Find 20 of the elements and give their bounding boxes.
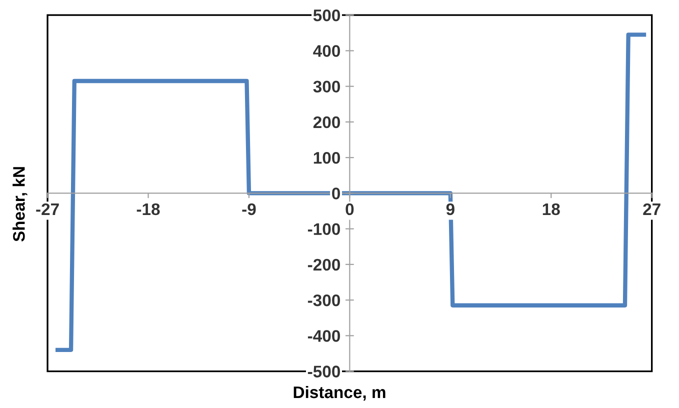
x-tick-label: 0	[346, 203, 354, 216]
y-tick-label: -500	[308, 366, 340, 378]
y-axis-title: Shear, kN	[12, 167, 28, 242]
y-tick-label: -400	[308, 330, 340, 342]
y-tick-label: 200	[313, 116, 340, 128]
y-tick-label: -100	[308, 223, 340, 236]
x-tick-label: 18	[542, 203, 560, 216]
x-tick-label: 27	[643, 203, 660, 215]
y-tick-label: 100	[314, 152, 340, 164]
y-tick-label: 500	[313, 9, 340, 22]
y-tick-label: -300	[308, 294, 340, 306]
y-tick-label: 0	[332, 188, 340, 200]
x-tick-label: 9	[446, 203, 454, 216]
x-tick-label: -9	[242, 203, 256, 216]
x-axis-title: Distance, m	[294, 386, 386, 401]
y-tick-label: 400	[313, 45, 340, 57]
x-tick-label: -18	[136, 203, 160, 216]
y-tick-label: 300	[313, 80, 340, 93]
y-tick-label: -200	[308, 258, 340, 271]
x-tick-label: -27	[36, 203, 59, 215]
